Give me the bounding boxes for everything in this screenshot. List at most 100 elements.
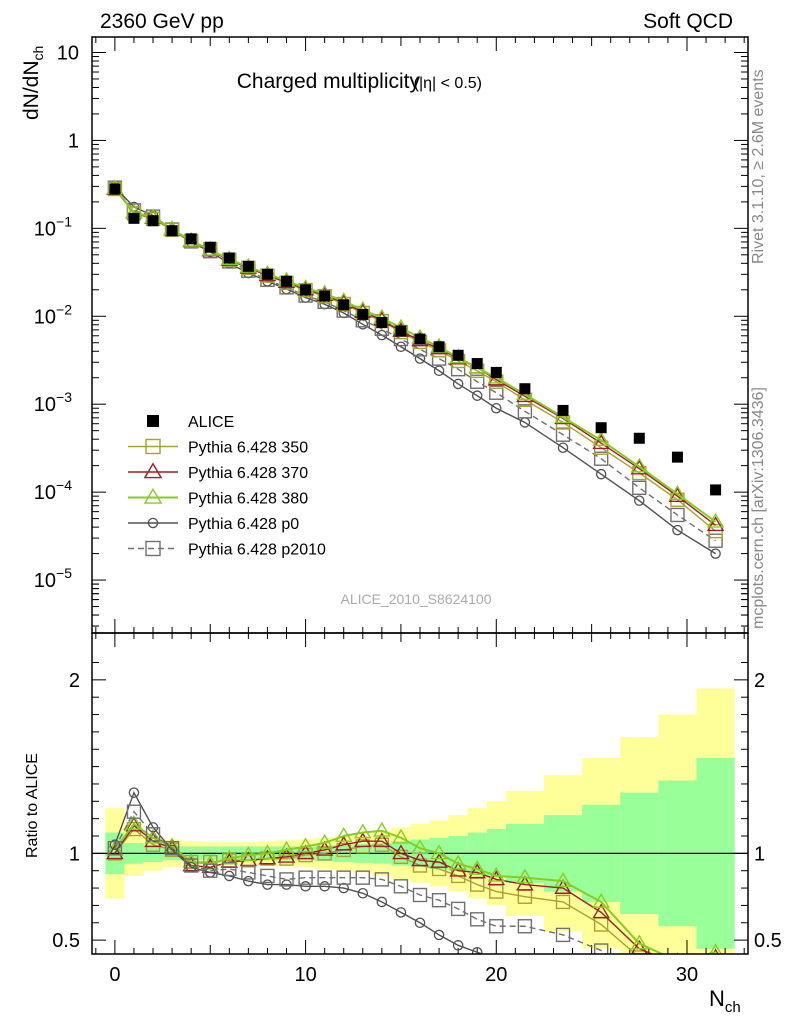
legend-marker: [143, 487, 163, 504]
ratio-point: [555, 894, 571, 910]
y-tick-label: 10−5: [34, 565, 72, 592]
ratio-point: [433, 929, 445, 941]
ratio-series-pythia-6-428-p2010: [107, 804, 609, 954]
ratio-point: [277, 840, 296, 856]
data-point: [128, 212, 140, 224]
data-point: [185, 233, 197, 245]
ratio-point: [296, 837, 315, 853]
legend-item: Pythia 6.428 p2010: [128, 540, 326, 559]
ratio-point: [431, 893, 447, 908]
data-point: [630, 457, 649, 473]
ratio-point: [558, 960, 567, 969]
ratio-plot-ticks: 0 10 20 30 0.5 0.5 1 1 2 2: [52, 633, 782, 986]
data-point: [706, 516, 725, 532]
legend-marker: [145, 540, 161, 557]
legend-marker: [147, 517, 159, 529]
legend-label: Pythia 6.428 380: [188, 491, 308, 508]
rivet-version-label: Rivet 3.1.10, ≥ 2.6M events: [750, 69, 767, 264]
ratio-point: [239, 846, 258, 861]
ratio-point: [183, 858, 199, 873]
ratio-point: [298, 870, 313, 885]
ratio-point: [258, 849, 277, 865]
data-point: [414, 333, 426, 345]
y-tick-label: 10−3: [34, 389, 72, 416]
ratio-point: [109, 839, 121, 850]
y-tick-label: 10−1: [34, 213, 72, 240]
data-point: [517, 404, 533, 419]
main-plot-series: [106, 179, 725, 559]
data-point: [595, 468, 607, 480]
y-tick-base: 10: [34, 394, 56, 416]
ratio-point: [220, 849, 239, 865]
ratio-point: [487, 866, 506, 882]
ratio-point: [495, 953, 498, 954]
ratio-point: [392, 828, 410, 844]
ratio-point: [395, 907, 407, 918]
ratio-point: [554, 872, 572, 888]
data-point: [595, 422, 607, 434]
data-point: [261, 268, 273, 280]
main-y-axis-label: dN/dNch: [20, 46, 46, 120]
ratio-point: [279, 851, 294, 866]
y-tick-base: 10: [34, 218, 56, 240]
legend-item: Pythia 6.428 350: [128, 438, 308, 457]
data-point: [489, 385, 504, 400]
ratio-point: [673, 996, 682, 1005]
ratio-point: [392, 844, 410, 860]
ratio-point: [592, 892, 610, 908]
data-point: [706, 512, 725, 528]
data-point: [395, 325, 407, 337]
data-point: [166, 225, 178, 237]
ratio-point: [470, 912, 485, 927]
ratio-y-tick-label-right: 0.5: [754, 930, 782, 952]
analysis-watermark: ALICE_2010_S8624100: [340, 591, 491, 607]
x-tick-label: 0: [109, 964, 120, 986]
data-point: [592, 431, 610, 447]
data-point: [557, 404, 569, 416]
ratio-plot-panel: 0 10 20 30 0.5 0.5 1 1 2 2: [52, 632, 782, 1005]
ratio-point: [128, 787, 140, 798]
data-point: [670, 507, 685, 523]
ratio-point: [597, 970, 606, 979]
ratio-point: [709, 943, 722, 954]
data-point: [668, 485, 687, 500]
ratio-point: [374, 872, 390, 887]
data-point: [708, 533, 723, 548]
data-point: [516, 387, 534, 403]
ratio-point: [520, 958, 529, 967]
x-tick-label: 20: [485, 964, 507, 986]
ratio-point: [468, 859, 486, 875]
ratio-point: [430, 844, 448, 860]
ratio-point: [334, 826, 353, 842]
header-left-label: 2360 GeV pp: [100, 10, 224, 33]
ratio-point: [222, 861, 237, 877]
ratio-point: [300, 881, 311, 892]
ratio-point: [107, 840, 123, 856]
data-point: [672, 524, 683, 536]
y-tick-label: 10−4: [34, 477, 72, 504]
data-point: [357, 308, 369, 320]
data-point: [471, 390, 483, 401]
data-point: [433, 341, 445, 353]
legend-label: ALICE: [188, 414, 234, 431]
y-tick-base: 10: [34, 570, 56, 592]
data-point: [414, 353, 426, 364]
ratio-point: [357, 888, 369, 899]
series-alice: [109, 183, 722, 496]
y-tick-label: 10−2: [34, 301, 72, 328]
ratio-point: [279, 872, 294, 887]
ratio-point: [106, 844, 124, 860]
ratio-point: [517, 919, 533, 934]
y-tick-exponent: −4: [56, 477, 72, 493]
ratio-point: [354, 823, 372, 839]
ratio-point: [393, 879, 409, 894]
ratio-point: [376, 896, 388, 908]
data-point: [487, 370, 506, 386]
legend: ALICE Pythia 6.428 350 Pythia 6.428 370 Pyt…: [128, 414, 326, 559]
series-line: [114, 187, 716, 542]
ratio-plot-frame: [91, 632, 749, 955]
ratio-point: [241, 865, 256, 880]
ratio-y-tick-label-right: 1: [754, 843, 765, 865]
